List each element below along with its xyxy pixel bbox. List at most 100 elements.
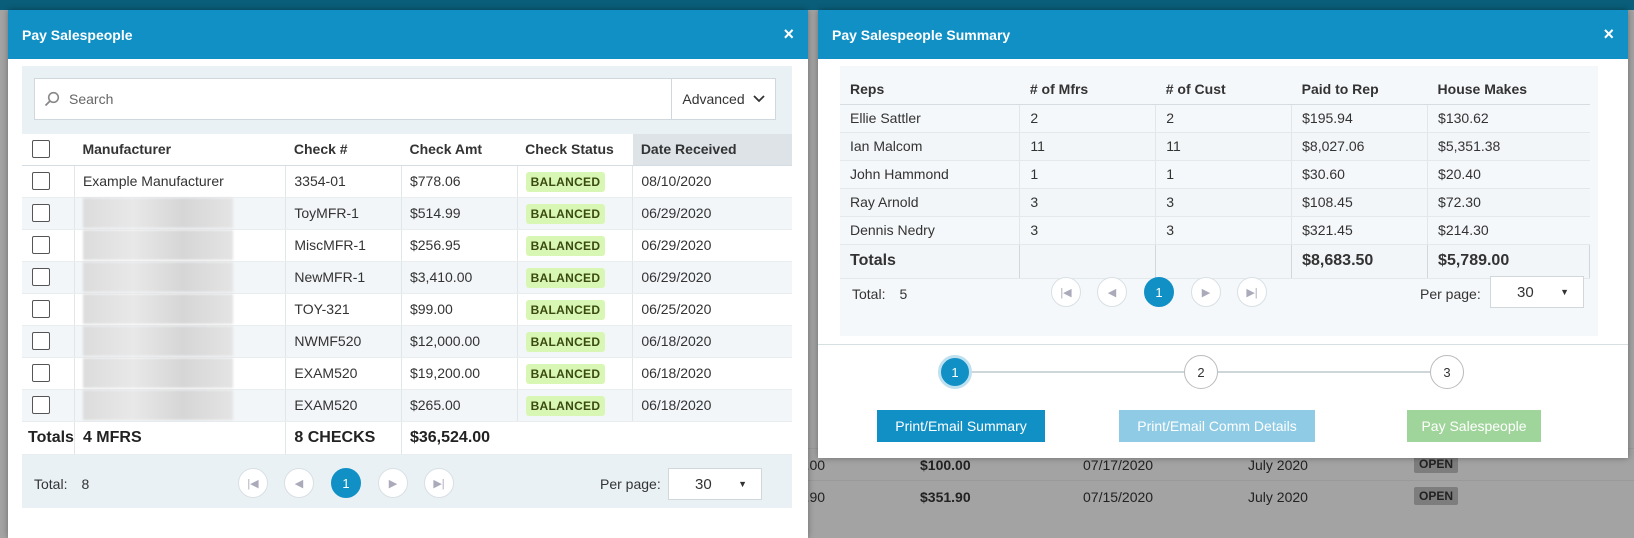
row-checkbox[interactable] xyxy=(32,268,50,287)
next-page-button[interactable]: ▶ xyxy=(378,468,408,498)
table-row: Dennis Nedry 3 3 $321.45 $214.30 xyxy=(840,216,1590,245)
stepper: 1 2 3 xyxy=(938,355,1468,389)
prev-page-button[interactable]: ◀ xyxy=(284,468,314,498)
background-status-badge: OPEN xyxy=(1414,487,1459,505)
modal-header: Pay Salespeople Summary × xyxy=(818,10,1628,59)
column-header-manufacturer[interactable]: Manufacturer xyxy=(74,134,286,166)
cust-cell: 1 xyxy=(1155,160,1293,189)
background-bold-amount: $351.90 xyxy=(920,489,971,505)
manufacturer-cell: Example Manufacturer xyxy=(74,165,287,198)
row-checkbox[interactable] xyxy=(32,332,50,351)
table-row: John Hammond 1 1 $30.60 $20.40 xyxy=(840,160,1590,189)
table-row[interactable]: NewMFR-1 $3,410.00 BALANCED 06/29/2020 xyxy=(22,261,792,294)
check-amount-cell: $265.00 xyxy=(401,389,518,422)
status-badge: BALANCED xyxy=(525,204,606,224)
background-status-badge: OPEN xyxy=(1414,455,1459,473)
rep-cell: John Hammond xyxy=(840,160,1021,189)
totals-checks: 8 CHECKS xyxy=(285,420,402,455)
redacted-manufacturer xyxy=(82,198,233,228)
modal-title: Pay Salespeople xyxy=(22,26,133,43)
redacted-manufacturer xyxy=(82,358,233,388)
modal-title: Pay Salespeople Summary xyxy=(832,26,1011,43)
column-header-date-received[interactable]: Date Received xyxy=(632,134,792,166)
redacted-manufacturer xyxy=(82,326,233,356)
select-all-checkbox[interactable] xyxy=(32,140,50,159)
table-row[interactable]: EXAM520 $265.00 BALANCED 06/18/2020 xyxy=(22,389,792,422)
print-email-comm-details-button[interactable]: Print/Email Comm Details xyxy=(1119,410,1315,442)
column-header-check-number[interactable]: Check # xyxy=(285,134,402,166)
column-header-check-amount[interactable]: Check Amt xyxy=(401,134,518,166)
totals-label: Totals xyxy=(840,243,1021,279)
summary-table: Reps # of Mfrs # of Cust Paid to Rep Hou… xyxy=(840,74,1590,279)
table-row[interactable]: Example Manufacturer 3354-01 $778.06 BAL… xyxy=(22,165,792,198)
table-row: Ian Malcom 11 11 $8,027.06 $5,351.38 xyxy=(840,132,1590,161)
totals-house: $5,789.00 xyxy=(1427,243,1590,279)
print-email-summary-button[interactable]: Print/Email Summary xyxy=(877,410,1045,442)
paid-cell: $195.94 xyxy=(1291,104,1429,133)
check-amount-cell: $99.00 xyxy=(401,293,518,326)
redacted-manufacturer xyxy=(82,230,233,260)
page-button-current[interactable]: 1 xyxy=(1144,277,1174,307)
background-period: July 2020 xyxy=(1248,457,1308,473)
column-header-check-status[interactable]: Check Status xyxy=(517,134,633,166)
pay-salespeople-summary-modal: Pay Salespeople Summary × Reps # of Mfrs… xyxy=(818,10,1628,458)
step-3: 3 xyxy=(1430,355,1464,389)
check-amount-cell: $256.95 xyxy=(401,229,518,262)
manufacturer-table: Manufacturer Check # Check Amt Check Sta… xyxy=(22,134,792,455)
date-received-cell: 06/29/2020 xyxy=(632,261,792,294)
prev-page-button[interactable]: ◀ xyxy=(1097,277,1127,307)
house-cell: $214.30 xyxy=(1427,216,1590,245)
check-number-cell: NewMFR-1 xyxy=(285,261,402,294)
table-row[interactable]: EXAM520 $19,200.00 BALANCED 06/18/2020 xyxy=(22,357,792,390)
table-row[interactable]: NWMF520 $12,000.00 BALANCED 06/18/2020 xyxy=(22,325,792,358)
row-checkbox[interactable] xyxy=(32,172,50,191)
per-page-select[interactable]: 30 ▼ xyxy=(1490,276,1584,308)
per-page-select[interactable]: 30 ▼ xyxy=(668,468,762,500)
caret-down-icon: ▼ xyxy=(738,479,747,489)
column-header-reps: Reps xyxy=(840,74,1020,105)
table-row[interactable]: MiscMFR-1 $256.95 BALANCED 06/29/2020 xyxy=(22,229,792,262)
table-row: Ellie Sattler 2 2 $195.94 $130.62 xyxy=(840,104,1590,133)
pay-salespeople-button[interactable]: Pay Salespeople xyxy=(1407,410,1541,442)
total-value: 5 xyxy=(899,286,908,302)
totals-empty xyxy=(1019,243,1157,279)
divider xyxy=(818,344,1628,345)
check-number-cell: NWMF520 xyxy=(285,325,402,358)
total-count: Total: 8 xyxy=(34,476,89,492)
table-row: Ray Arnold 3 3 $108.45 $72.30 xyxy=(840,188,1590,217)
chevron-down-icon xyxy=(753,95,765,103)
background-date: 07/15/2020 xyxy=(1083,489,1154,505)
first-page-button[interactable]: |◀ xyxy=(238,468,268,498)
status-badge: BALANCED xyxy=(525,172,606,192)
table-row[interactable]: ToyMFR-1 $514.99 BALANCED 06/29/2020 xyxy=(22,197,792,230)
last-page-button[interactable]: ▶| xyxy=(1237,277,1267,307)
date-received-cell: 06/25/2020 xyxy=(632,293,792,326)
redacted-manufacturer xyxy=(82,294,233,324)
row-checkbox[interactable] xyxy=(32,396,50,415)
status-badge: BALANCED xyxy=(525,396,606,416)
close-icon[interactable]: × xyxy=(783,24,794,44)
row-checkbox[interactable] xyxy=(32,300,50,319)
pay-salespeople-modal: Pay Salespeople × Advanced Manufacturer … xyxy=(8,10,808,538)
table-row[interactable]: TOY-321 $99.00 BALANCED 06/25/2020 xyxy=(22,293,792,326)
total-value: 8 xyxy=(81,476,90,492)
search-input[interactable] xyxy=(69,80,671,118)
totals-label: Totals xyxy=(22,420,75,455)
row-checkbox[interactable] xyxy=(32,204,50,223)
last-page-button[interactable]: ▶| xyxy=(424,468,454,498)
row-checkbox[interactable] xyxy=(32,364,50,383)
next-page-button[interactable]: ▶ xyxy=(1191,277,1221,307)
advanced-filter-button[interactable]: Advanced xyxy=(671,79,775,119)
total-label: Total: xyxy=(34,476,68,492)
mfrs-cell: 1 xyxy=(1019,160,1157,189)
first-page-button[interactable]: |◀ xyxy=(1051,277,1081,307)
row-checkbox[interactable] xyxy=(32,236,50,255)
close-icon[interactable]: × xyxy=(1603,24,1614,44)
mfrs-cell: 2 xyxy=(1019,104,1157,133)
background-app-topbar xyxy=(0,0,1634,10)
per-page-label: Per page: xyxy=(1420,286,1481,302)
page-button-current[interactable]: 1 xyxy=(331,468,361,498)
date-received-cell: 06/29/2020 xyxy=(632,229,792,262)
status-badge: BALANCED xyxy=(525,268,606,288)
rep-cell: Ray Arnold xyxy=(840,188,1021,217)
